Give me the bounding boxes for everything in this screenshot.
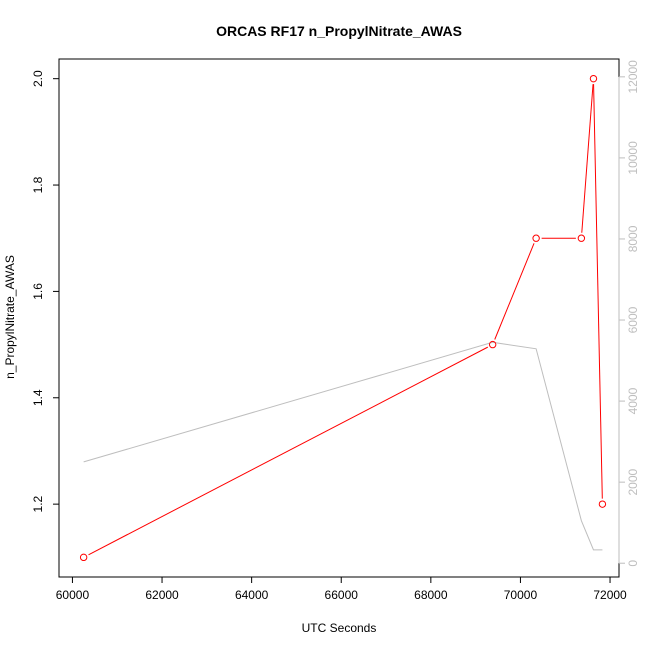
y-axis-label: n_PropylNitrate_AWAS — [3, 255, 17, 379]
data-point — [577, 234, 586, 242]
y-tick-label: 1.8 — [31, 176, 45, 193]
y-tick-label: 1.6 — [31, 283, 45, 300]
data-point — [532, 234, 540, 242]
data-point — [488, 340, 497, 349]
x-tick-label: 60000 — [56, 588, 90, 602]
data-point — [79, 553, 88, 562]
series-line-segment — [581, 84, 594, 233]
x-axis-label: UTC Seconds — [302, 621, 377, 635]
y2-tick-label: 0 — [626, 560, 640, 567]
y2-axis: 0 2000 4000 6000 8000 10000 12000 — [618, 60, 640, 567]
x-tick-label: 66000 — [325, 588, 359, 602]
x-tick-label: 72000 — [593, 588, 627, 602]
y-tick-label: 2.0 — [31, 70, 45, 87]
y-tick-label: 1.2 — [31, 495, 45, 512]
y-tick-label: 1.4 — [31, 389, 45, 406]
left-axis-series-layer — [79, 74, 607, 562]
y-axis: 1.2 1.4 1.6 1.8 2.0 — [31, 70, 60, 512]
y2-tick-label: 10000 — [626, 141, 640, 175]
x-tick-label: 64000 — [235, 588, 269, 602]
right-axis-series-layer — [83, 341, 603, 551]
data-point — [598, 500, 607, 508]
series-line-segment — [494, 243, 535, 340]
y2-tick-label: 12000 — [626, 60, 640, 94]
series-line-segment — [88, 346, 489, 556]
y2-tick-label: 2000 — [626, 468, 640, 495]
y2-tick-label: 6000 — [626, 306, 640, 333]
x-axis: 60000 62000 64000 66000 68000 70000 72000 — [56, 576, 627, 602]
y2-tick-label: 8000 — [626, 225, 640, 252]
chart-title: ORCAS RF17 n_PropylNitrate_AWAS — [216, 23, 462, 39]
y2-tick-label: 4000 — [626, 387, 640, 414]
x-tick-label: 62000 — [145, 588, 179, 602]
series-line — [83, 341, 603, 551]
data-point — [589, 74, 598, 83]
series-line-segment — [593, 84, 603, 499]
x-tick-label: 68000 — [414, 588, 448, 602]
x-tick-label: 70000 — [504, 588, 538, 602]
